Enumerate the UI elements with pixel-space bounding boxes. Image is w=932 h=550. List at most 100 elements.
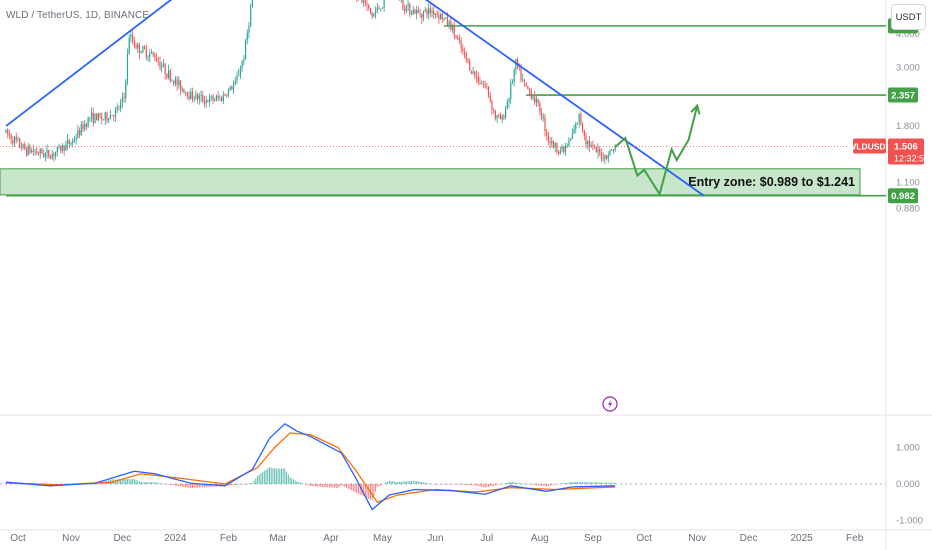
histogram-bar <box>404 481 406 484</box>
candle <box>72 138 74 148</box>
candle <box>368 3 370 11</box>
candle <box>17 136 19 142</box>
candle <box>101 112 103 125</box>
candle <box>82 120 84 133</box>
candle <box>503 113 505 121</box>
candle <box>528 87 531 96</box>
candle <box>97 112 99 122</box>
histogram-bar <box>15 483 17 485</box>
histogram-bar <box>491 484 493 487</box>
candle <box>12 136 14 147</box>
candle <box>383 0 385 12</box>
histogram-bar <box>515 482 517 484</box>
candle <box>597 143 599 159</box>
candle <box>111 115 113 116</box>
histogram-bar <box>357 484 359 494</box>
histogram-bar <box>397 481 399 484</box>
candle <box>575 121 577 134</box>
histogram-bar <box>253 480 255 484</box>
histogram-bar <box>180 484 182 487</box>
candle <box>226 93 228 98</box>
histogram-bar <box>378 484 380 487</box>
currency-button[interactable]: USDT <box>891 4 926 30</box>
histogram-bar <box>137 480 139 484</box>
candle <box>431 7 433 18</box>
histogram-bar <box>322 484 324 487</box>
candle <box>366 0 368 12</box>
candle <box>522 73 524 82</box>
candle <box>573 124 575 135</box>
candle <box>25 146 28 158</box>
oscillator-axis: 1.000 0.000 -1.000 <box>896 443 923 527</box>
candle <box>549 136 551 149</box>
signal-line <box>5 432 616 504</box>
candle <box>412 5 414 16</box>
candle <box>56 146 58 157</box>
candle <box>77 125 79 139</box>
histogram-bar <box>409 481 411 484</box>
candle <box>164 62 166 80</box>
candle <box>126 48 129 86</box>
candle <box>570 138 572 142</box>
candle <box>428 3 430 20</box>
lightning-event-icon[interactable] <box>602 396 618 412</box>
histogram-bar <box>207 484 209 488</box>
histogram-bar <box>453 484 455 485</box>
candle <box>68 138 70 149</box>
candle <box>185 91 187 97</box>
osc-tick: -1.000 <box>896 516 923 527</box>
histogram-bar <box>472 484 474 486</box>
histogram-bar <box>185 484 187 488</box>
price-tick: 3.000 <box>896 62 920 73</box>
histogram-bar <box>469 484 471 486</box>
candle <box>374 6 377 19</box>
rising-trendline[interactable] <box>5 0 293 127</box>
candle <box>426 8 428 19</box>
falling-trendline[interactable] <box>293 0 705 197</box>
candle <box>404 4 406 15</box>
histogram-bar <box>345 484 347 488</box>
histogram-bar <box>116 479 118 484</box>
candle <box>371 11 373 20</box>
histogram-bar <box>602 482 604 484</box>
price-tag: 1.506 <box>894 142 918 153</box>
histogram-bar <box>19 483 21 485</box>
histogram-bar <box>494 484 496 486</box>
candle <box>152 51 154 57</box>
histogram-bar <box>195 484 197 488</box>
histogram-bar <box>482 484 484 488</box>
histogram-bar <box>8 483 10 484</box>
candle <box>132 30 134 45</box>
histogram-bar <box>488 484 490 487</box>
candle <box>89 117 91 123</box>
histogram-bar <box>486 484 488 488</box>
histogram-bar <box>260 473 262 484</box>
histogram-bar <box>594 482 596 484</box>
candle <box>539 100 541 116</box>
candle <box>39 147 41 159</box>
candle <box>438 10 440 24</box>
time-tick: Oct <box>636 533 652 544</box>
histogram-bar <box>402 481 404 484</box>
histogram-bar <box>289 477 291 484</box>
candle <box>236 71 238 84</box>
histogram-bar <box>571 481 573 484</box>
time-axis[interactable]: Oct Nov Dec 2024 Feb Mar Apr May Jun Jul Aug Sep Oct… <box>10 533 864 544</box>
histogram-bar <box>568 482 570 484</box>
projection-arrowhead <box>690 103 701 115</box>
candle <box>457 35 459 40</box>
candle <box>585 132 587 149</box>
histogram-bar <box>140 482 142 484</box>
histogram-bar <box>424 482 426 484</box>
histogram-bar <box>186 484 188 488</box>
candle <box>463 47 466 59</box>
candle <box>436 10 438 18</box>
histogram-bar <box>511 482 513 484</box>
candle <box>159 56 161 71</box>
candle <box>380 8 382 12</box>
histogram-bar <box>534 484 536 485</box>
candle <box>535 95 538 108</box>
histogram-bar <box>611 482 613 484</box>
histogram-bar <box>310 484 312 487</box>
